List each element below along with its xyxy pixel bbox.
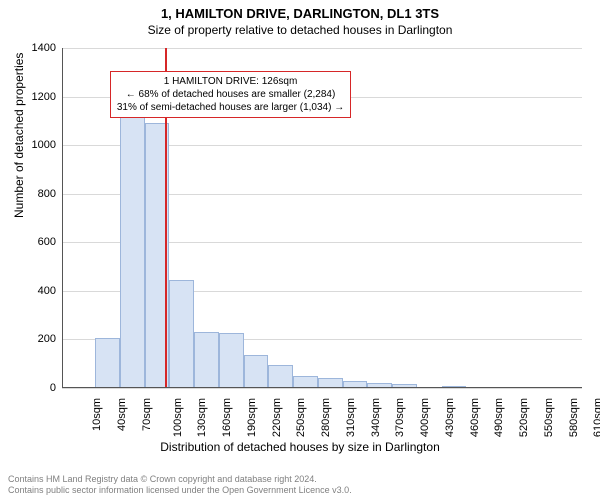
x-tick-label: 100sqm [172, 398, 184, 437]
footer-attribution: Contains HM Land Registry data © Crown c… [8, 474, 352, 497]
x-tick-label: 40sqm [116, 398, 128, 431]
x-tick-label: 220sqm [271, 398, 283, 437]
histogram-bar [194, 332, 219, 388]
x-tick-label: 190sqm [246, 398, 258, 437]
chart-container: 1, HAMILTON DRIVE, DARLINGTON, DL1 3TS S… [0, 0, 600, 500]
y-axis-line [62, 48, 63, 388]
x-tick-label: 610sqm [593, 398, 600, 437]
page-title: 1, HAMILTON DRIVE, DARLINGTON, DL1 3TS [0, 0, 600, 22]
annotation-box: 1 HAMILTON DRIVE: 126sqm ← 68% of detach… [110, 71, 351, 118]
gridline [62, 388, 582, 389]
x-tick-label: 310sqm [345, 398, 357, 437]
y-tick-label: 200 [16, 333, 56, 345]
x-tick-label: 370sqm [395, 398, 407, 437]
y-tick-label: 600 [16, 236, 56, 248]
x-tick-label: 70sqm [141, 398, 153, 431]
x-tick-label: 340sqm [370, 398, 382, 437]
x-axis-line [62, 387, 582, 388]
y-tick-label: 1200 [16, 91, 56, 103]
histogram-bar [244, 355, 269, 388]
page-subtitle: Size of property relative to detached ho… [0, 22, 600, 38]
y-tick-label: 1400 [16, 42, 56, 54]
x-tick-label: 460sqm [469, 398, 481, 437]
x-tick-label: 280sqm [320, 398, 332, 437]
x-tick-label: 130sqm [196, 398, 208, 437]
x-tick-label: 520sqm [518, 398, 530, 437]
y-tick-label: 800 [16, 188, 56, 200]
y-tick-label: 400 [16, 285, 56, 297]
y-tick-label: 0 [16, 382, 56, 394]
x-tick-label: 490sqm [494, 398, 506, 437]
histogram-bar [268, 365, 293, 388]
x-tick-label: 160sqm [221, 398, 233, 437]
y-tick-label: 1000 [16, 139, 56, 151]
histogram-bar [219, 333, 244, 388]
x-tick-label: 580sqm [568, 398, 580, 437]
chart-plot-area: 020040060080010001200140010sqm40sqm70sqm… [62, 48, 582, 388]
x-tick-label: 550sqm [543, 398, 555, 437]
x-tick-label: 430sqm [444, 398, 456, 437]
x-axis-label: Distribution of detached houses by size … [0, 440, 600, 454]
histogram-bar [95, 338, 120, 388]
x-tick-label: 400sqm [419, 398, 431, 437]
histogram-bar [169, 280, 194, 388]
x-tick-label: 250sqm [295, 398, 307, 437]
x-tick-label: 10sqm [91, 398, 103, 431]
histogram-bar [120, 116, 145, 388]
gridline [62, 48, 582, 49]
